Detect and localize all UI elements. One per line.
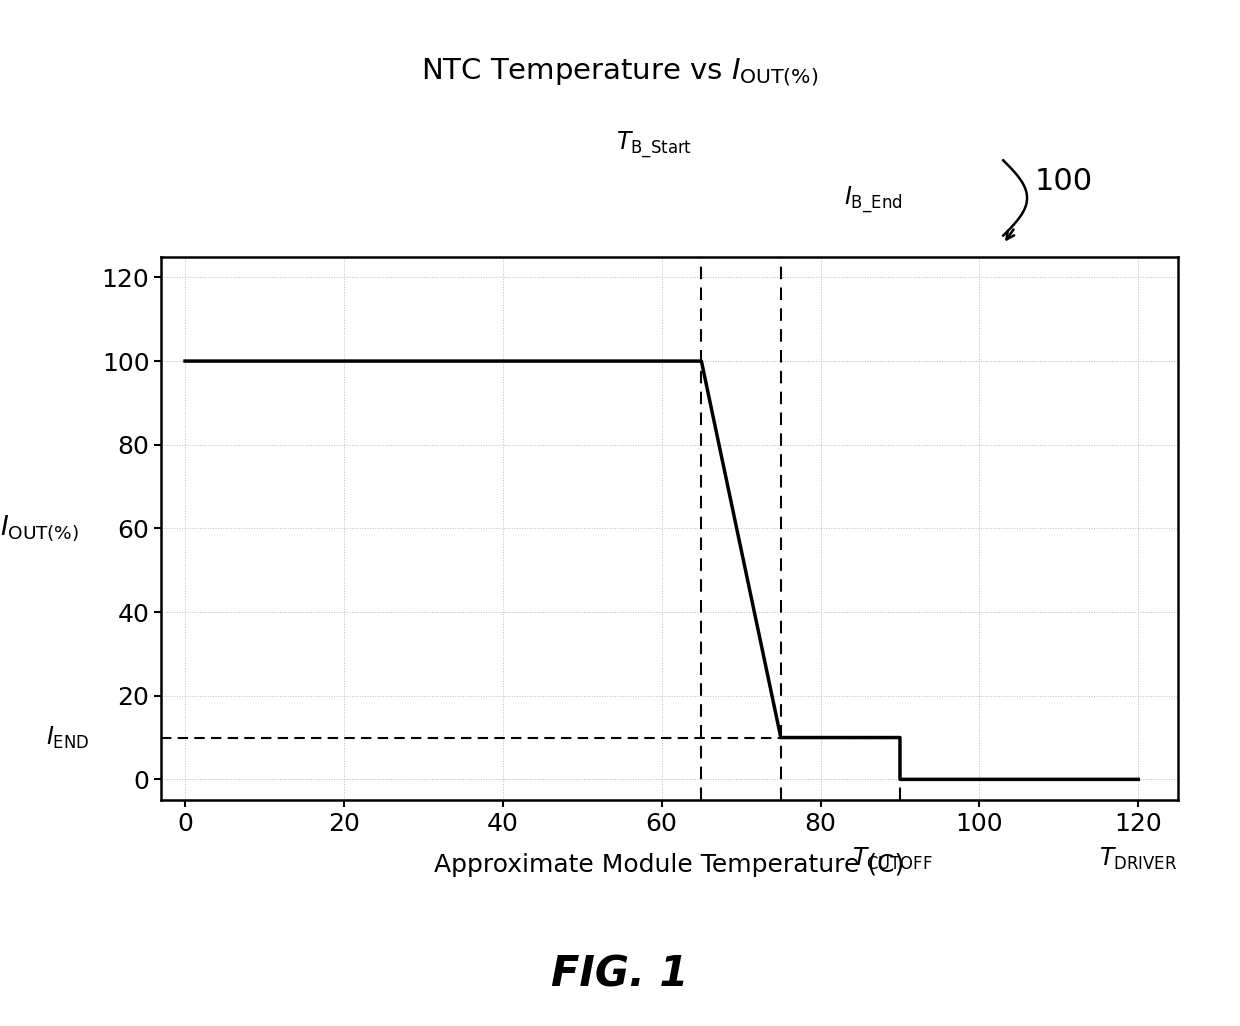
Text: NTC Temperature vs $\mathit{I}_{\mathrm{OUT(\%)}}$: NTC Temperature vs $\mathit{I}_{\mathrm{… — [422, 55, 818, 88]
Text: $\mathit{I}_{\mathrm{END}}$: $\mathit{I}_{\mathrm{END}}$ — [46, 724, 89, 751]
Text: FIG. 1: FIG. 1 — [552, 954, 688, 995]
Y-axis label: $\mathit{I}_{\mathrm{OUT(\%)}}$: $\mathit{I}_{\mathrm{OUT(\%)}}$ — [0, 514, 78, 543]
Text: $\mathit{I}_{\mathrm{B\_End}}$: $\mathit{I}_{\mathrm{B\_End}}$ — [844, 184, 903, 214]
X-axis label: Approximate Module Temperature (C): Approximate Module Temperature (C) — [434, 853, 905, 877]
Text: 100: 100 — [1035, 166, 1094, 196]
Text: $\mathit{T}_{\mathrm{CUTOFF}}$: $\mathit{T}_{\mathrm{CUTOFF}}$ — [852, 846, 932, 872]
Text: $\mathit{T}_{\mathrm{DRIVER}}$: $\mathit{T}_{\mathrm{DRIVER}}$ — [1099, 846, 1178, 872]
Text: $\mathit{T}_{\mathrm{B\_Start}}$: $\mathit{T}_{\mathrm{B\_Start}}$ — [616, 129, 692, 160]
